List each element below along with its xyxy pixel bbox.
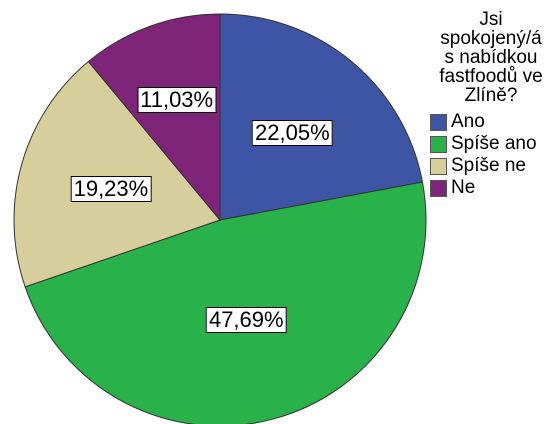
legend-label: Spíše ano	[451, 133, 537, 154]
pie-slice-ne	[87, 13, 221, 222]
legend: Jsi spokojený/á s nabídkou fastfoodů ve Zlín…	[430, 10, 552, 199]
legend-title-line: s nabídkou	[444, 47, 538, 68]
legend-label: Spíše ne	[451, 155, 526, 176]
legend-label: Ano	[451, 111, 485, 132]
legend-item: Ano	[430, 111, 552, 133]
legend-item: Ne	[430, 177, 552, 199]
legend-title-line: fastfoodů ve	[439, 66, 543, 87]
legend-title-line: Jsi	[479, 9, 503, 30]
legend-swatch	[430, 179, 447, 197]
data-label: 11,03%	[137, 86, 217, 113]
legend-items: Ano Spíše ano Spíše ne Ne	[430, 111, 552, 199]
data-label: 47,69%	[205, 306, 287, 333]
legend-swatch	[430, 135, 447, 153]
legend-label: Ne	[451, 177, 476, 198]
legend-title-line: spokojený/á	[440, 28, 542, 49]
data-label: 22,05%	[252, 119, 333, 146]
pie-slice-ano	[219, 13, 424, 221]
legend-item: Spíše ano	[430, 133, 552, 155]
data-label: 19,23%	[70, 176, 152, 203]
legend-title-line: Zlíně?	[464, 85, 518, 106]
legend-title: Jsi spokojený/á s nabídkou fastfoodů ve Zlín…	[430, 10, 552, 105]
legend-swatch	[430, 113, 447, 131]
pie-slice-sp-e-ne	[13, 60, 221, 288]
pie-slice-sp-e-ano	[24, 181, 427, 424]
legend-swatch	[430, 157, 447, 175]
legend-item: Spíše ne	[430, 155, 552, 177]
